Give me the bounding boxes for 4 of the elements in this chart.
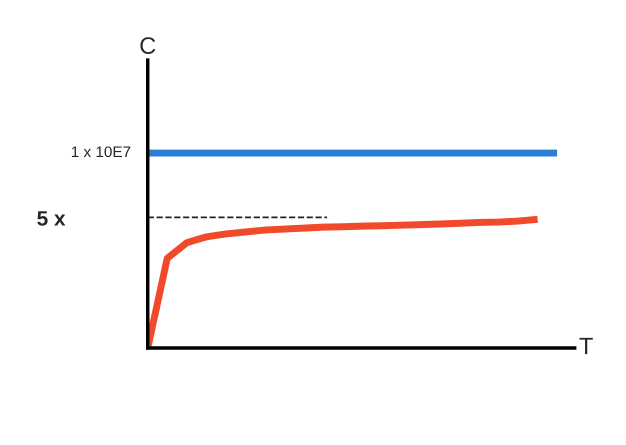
text: 1 x 10E7 — [72, 146, 130, 158]
y-axis-title: C — [140, 37, 156, 54]
x-axis-title: T — [579, 338, 593, 354]
ref-line-label: 5 x — [37, 211, 66, 226]
